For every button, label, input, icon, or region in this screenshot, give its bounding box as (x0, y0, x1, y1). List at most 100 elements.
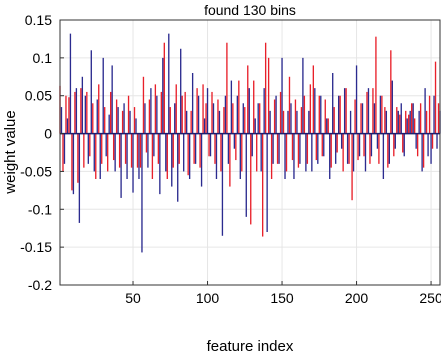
red-bar (127, 95, 130, 134)
blue-bar (412, 103, 414, 134)
red-bar (71, 133, 73, 191)
blue-bar (117, 107, 119, 134)
x-tick-label: 200 (345, 290, 369, 306)
blue-bar (197, 95, 200, 134)
blue-bar (138, 133, 140, 179)
red-bar (384, 107, 386, 134)
y-tick-label: -0.2 (28, 277, 52, 293)
red-bar (175, 84, 177, 134)
blue-bar (120, 133, 122, 198)
blue-bar (302, 57, 304, 134)
red-bar (360, 103, 362, 134)
blue-bar (248, 88, 250, 134)
blue-bar (346, 133, 349, 164)
red-bar (372, 88, 374, 134)
blue-bar (364, 133, 367, 172)
red-bar (205, 103, 207, 134)
red-bar (77, 133, 79, 183)
red-bar (330, 133, 332, 168)
blue-bar (87, 133, 89, 164)
blue-bar (105, 133, 107, 157)
red-bar (342, 133, 344, 172)
blue-bar (156, 95, 158, 134)
red-bar (145, 133, 148, 153)
blue-bar (340, 133, 343, 149)
red-bar (65, 95, 67, 134)
y-tick-label: -0.1 (28, 201, 52, 217)
blue-bar (177, 133, 179, 202)
blue-bar (185, 110, 188, 134)
blue-bar (174, 103, 176, 134)
x-tick-label: 250 (419, 290, 441, 306)
red-bar (306, 133, 309, 164)
red-bar (312, 65, 315, 134)
blue-bar (245, 133, 247, 217)
blue-bar (355, 65, 358, 134)
red-bar (101, 133, 103, 164)
red-bar (133, 107, 136, 134)
blue-bar (126, 133, 128, 179)
red-bar (363, 133, 365, 157)
blue-bar (81, 76, 84, 134)
red-bar (405, 110, 407, 134)
blue-bar (111, 65, 113, 134)
plot-frame (59, 19, 441, 286)
x-tick-label: 150 (270, 290, 294, 306)
blue-bar (260, 133, 262, 172)
red-bar (223, 107, 225, 134)
blue-bar (382, 133, 385, 179)
blue-bar (311, 133, 313, 172)
x-axis-label: feature index (207, 338, 294, 355)
blue-bar (281, 57, 283, 134)
red-bar (178, 133, 180, 164)
blue-bar (135, 118, 137, 134)
blue-bar (78, 133, 81, 223)
red-bar (256, 133, 258, 172)
red-bar (92, 103, 94, 134)
blue-bar (60, 107, 63, 134)
red-bar (402, 133, 404, 153)
red-bar (196, 88, 198, 134)
red-bar (229, 133, 231, 187)
blue-bar (323, 133, 325, 157)
blue-bar (332, 73, 334, 134)
red-bar (217, 99, 219, 134)
red-bar (74, 91, 76, 134)
y-tick-label: 0.05 (25, 88, 52, 104)
blue-bar (415, 133, 417, 149)
red-bar (378, 133, 380, 164)
blue-bar (367, 88, 370, 134)
red-bar (413, 118, 416, 134)
red-bar (297, 133, 300, 168)
red-bar (166, 133, 168, 179)
bar-series (59, 33, 441, 253)
red-bar (411, 103, 413, 134)
y-tick-label: 0.1 (33, 50, 53, 66)
blue-bar (284, 133, 286, 179)
red-bar (393, 133, 395, 157)
blue-bar (227, 133, 230, 164)
chart-title: found 130 bins (204, 2, 296, 18)
blue-bar (129, 110, 131, 134)
red-bar (437, 103, 440, 134)
red-bar (318, 95, 320, 134)
red-bar (202, 84, 204, 134)
blue-bar (183, 133, 185, 172)
red-bar (104, 107, 106, 134)
blue-bar (224, 95, 227, 134)
red-bar (151, 133, 154, 179)
red-bar (121, 110, 124, 134)
blue-bar (397, 110, 399, 134)
blue-bar (108, 114, 110, 134)
blue-bar (218, 110, 221, 134)
blue-bar (180, 48, 182, 134)
blue-bar (99, 133, 101, 179)
red-bar (98, 84, 100, 134)
blue-bar (290, 103, 292, 134)
red-bar (324, 99, 326, 134)
blue-bar (221, 133, 224, 236)
red-bar (267, 57, 270, 134)
blue-bar (159, 133, 161, 195)
red-bar (238, 80, 240, 134)
red-bar (387, 133, 389, 168)
